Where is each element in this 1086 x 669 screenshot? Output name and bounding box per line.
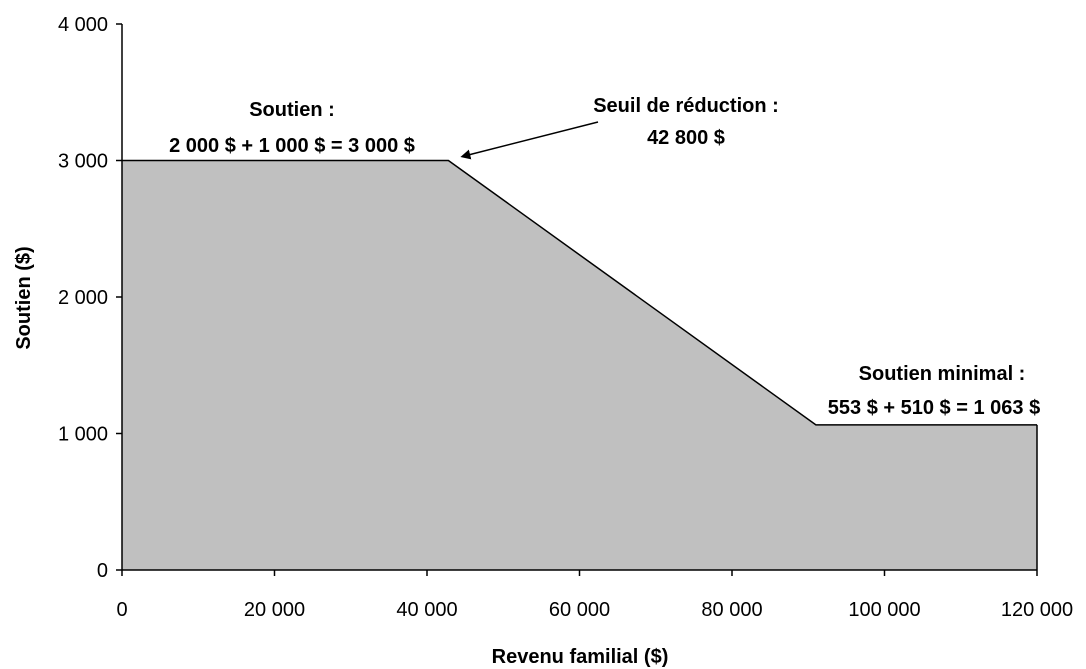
x-axis-title: Revenu familial ($)	[492, 646, 669, 668]
x-tick-label: 80 000	[701, 599, 762, 621]
annotation-text: 42 800 $	[647, 127, 725, 149]
area-fill-series-0	[122, 160, 1037, 570]
plot-layer	[122, 159, 1038, 570]
annotation-arrow	[460, 121, 599, 160]
y-tick-label: 4 000	[58, 14, 108, 36]
annotation-text: 553 $ + 510 $ = 1 063 $	[828, 397, 1040, 419]
x-tick-label: 60 000	[549, 599, 610, 621]
y-tick-label: 2 000	[58, 287, 108, 309]
annotation-layer: Soutien : 2 000 $ + 1 000 $ = 3 000 $ Seui…	[169, 95, 1040, 419]
y-tick-label: 1 000	[58, 424, 108, 446]
area-outline-series-0	[122, 159, 1037, 426]
y-tick-label: 0	[97, 560, 108, 582]
x-tick-label: 0	[116, 599, 127, 621]
labels-layer: 0 1 000 2 000 3 000 4 000 0 20 000 40 000 60 000…	[58, 14, 1073, 621]
x-tick-label: 20 000	[244, 599, 305, 621]
annotation-text: Soutien minimal :	[859, 363, 1026, 385]
x-tick-label: 120 000	[1001, 599, 1073, 621]
x-tick-label: 100 000	[848, 599, 920, 621]
annotation-text: Seuil de réduction :	[593, 95, 779, 117]
x-tick-label: 40 000	[396, 599, 457, 621]
annotation-text: Soutien :	[249, 99, 335, 121]
y-tick-label: 3 000	[58, 151, 108, 173]
y-axis-title: Soutien ($)	[13, 246, 35, 349]
annotation-text: 2 000 $ + 1 000 $ = 3 000 $	[169, 135, 415, 157]
axes-layer	[116, 23, 1038, 576]
